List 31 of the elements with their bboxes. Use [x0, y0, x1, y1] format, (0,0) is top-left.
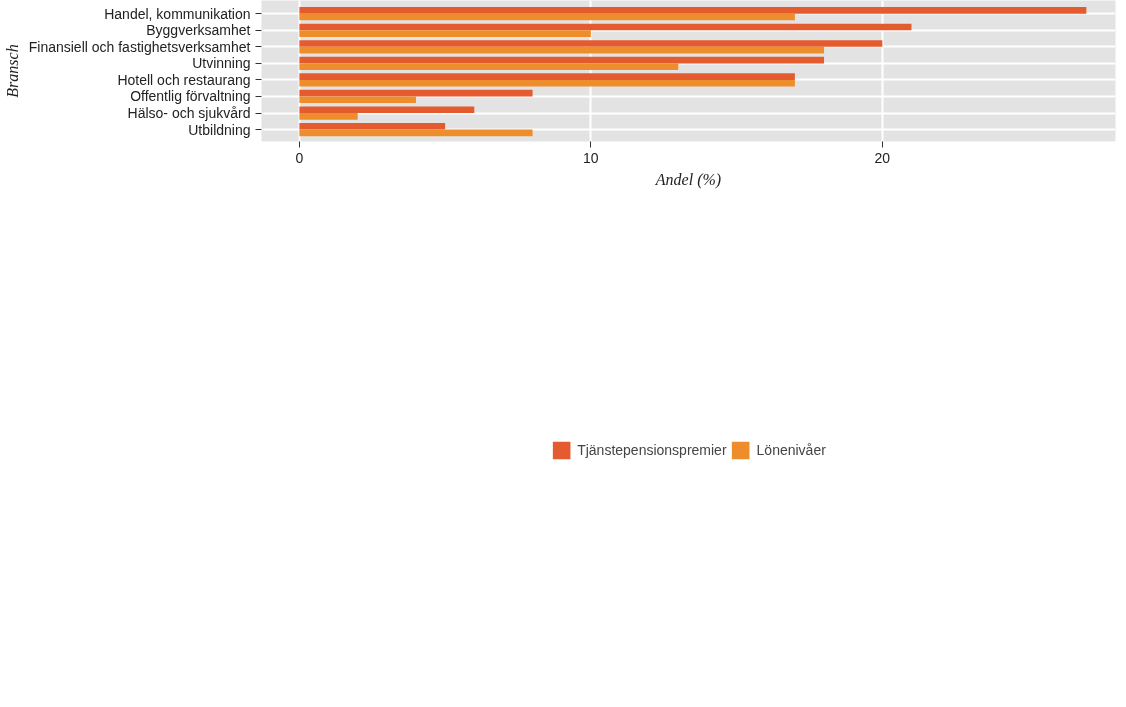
legend-label: Lönenivåer: [756, 442, 826, 458]
bar: [299, 30, 591, 37]
bar: [299, 89, 533, 97]
bar: [299, 56, 825, 64]
bar: [299, 7, 1087, 14]
x-axis-title: Andel (%): [654, 170, 722, 189]
bar: [299, 73, 795, 80]
x-tick-label: 0: [295, 149, 304, 166]
bar: [299, 46, 825, 54]
y-tick-label: Offentlig förvaltning: [130, 88, 251, 105]
bar: [299, 23, 912, 31]
legend-label: Tjänstepensionspremier: [577, 442, 727, 458]
y-tick-label: Hotell och restaurang: [117, 71, 251, 88]
y-tick-label: Hälso- och sjukvård: [127, 105, 251, 122]
bar: [299, 113, 358, 120]
y-tick-label: Utvinning: [192, 55, 251, 72]
y-tick-label: Handel, kommunikation: [104, 5, 251, 22]
y-axis-title: Bransch: [3, 44, 21, 98]
x-tick-label: 20: [874, 149, 891, 166]
y-tick-label: Finansiell och fastighetsverksamhet: [28, 38, 251, 55]
bar: [299, 106, 475, 114]
bar: [299, 96, 416, 104]
bar: [299, 122, 446, 130]
y-tick-label: Byggverksamhet: [146, 22, 251, 39]
bar: [299, 40, 883, 47]
bar: [299, 129, 533, 137]
y-tick-label: Utbildning: [188, 121, 251, 138]
bar: [299, 63, 679, 71]
bar: [299, 13, 795, 21]
x-tick-label: 10: [583, 149, 599, 166]
bar: [299, 79, 795, 87]
